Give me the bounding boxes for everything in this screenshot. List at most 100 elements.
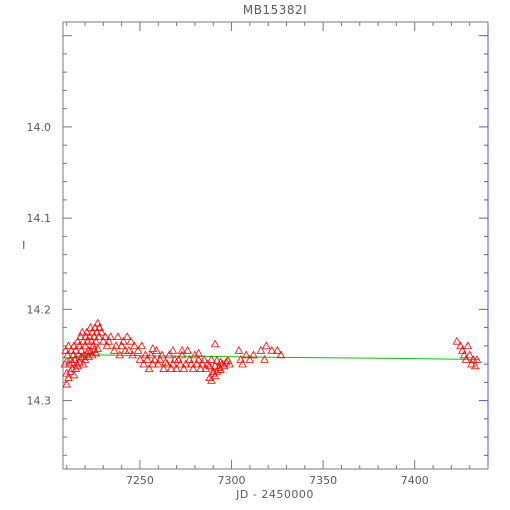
data-point-triangle: [164, 350, 174, 359]
data-point-triangle: [205, 361, 214, 370]
data-point-triangle: [194, 355, 203, 363]
data-point-triangle: [175, 359, 185, 368]
data-point-triangle: [77, 352, 86, 361]
data-point-triangle: [126, 336, 136, 345]
data-point-triangle: [188, 364, 198, 372]
data-point-triangle: [88, 341, 98, 350]
data-point-triangle: [86, 323, 95, 331]
data-point-triangle: [78, 336, 88, 345]
data-point-triangle: [183, 345, 192, 354]
data-point-triangle: [260, 355, 269, 363]
data-point-triangle: [111, 341, 121, 350]
data-point-triangle: [84, 352, 93, 361]
data-point-triangle: [152, 345, 161, 354]
data-point-triangle: [64, 341, 73, 350]
data-point-triangle: [77, 327, 87, 336]
data-point-triangle: [472, 355, 482, 363]
data-point-triangle: [150, 355, 159, 363]
data-point-triangle: [90, 323, 100, 331]
x-tick-label: 7350: [309, 474, 337, 487]
data-point-triangle: [137, 341, 147, 350]
data-point-triangle: [221, 357, 231, 366]
data-point-triangle: [459, 350, 469, 359]
data-point-triangle: [218, 359, 227, 368]
data-point-triangle: [203, 359, 212, 368]
data-point-triangle: [100, 332, 110, 341]
data-point-triangle: [67, 357, 77, 366]
data-point-triangle: [80, 355, 90, 363]
data-point-triangle: [93, 318, 103, 327]
data-point-triangle: [179, 364, 189, 372]
data-point-triangle: [461, 355, 471, 363]
data-point-triangle: [146, 350, 156, 359]
x-tick-label: 7300: [218, 474, 246, 487]
data-point-triangle: [241, 350, 251, 359]
data-point-triangle: [133, 345, 143, 354]
data-point-triangle: [115, 350, 125, 359]
data-point-triangle: [458, 345, 467, 354]
data-point-triangle: [80, 341, 90, 350]
chart-title: MB15382I: [243, 3, 307, 17]
data-point-triangle: [65, 359, 74, 368]
data-point-triangle: [196, 364, 205, 372]
data-point-triangle: [238, 359, 247, 368]
y-tick-label: 14.2: [27, 303, 52, 316]
data-point-triangle: [113, 332, 123, 341]
data-point-triangle: [75, 341, 84, 350]
data-point-triangle: [194, 348, 203, 357]
data-point-triangle: [267, 345, 277, 354]
data-point-triangle: [144, 364, 154, 372]
data-point-triangle: [92, 327, 102, 336]
data-point-triangle: [234, 345, 244, 354]
data-point-triangle: [166, 364, 176, 372]
y-tick-label: 14.1: [27, 212, 52, 225]
data-point-triangle: [66, 345, 76, 354]
data-point-triangle: [62, 379, 71, 388]
data-point-triangle: [190, 350, 200, 359]
data-point-triangle: [210, 371, 220, 380]
data-point-triangle: [192, 359, 202, 368]
data-point-triangle: [225, 359, 234, 368]
x-axis-label: JD - 2450000: [235, 488, 314, 501]
x-tick-labels: 7250 7300 7350 7400: [126, 474, 429, 487]
data-point-triangle: [73, 336, 82, 345]
data-point-triangle: [71, 345, 81, 354]
data-point-triangle: [62, 368, 71, 377]
data-point-triangle: [207, 376, 216, 384]
data-point-triangle: [110, 345, 119, 354]
data-point-triangle: [93, 344, 103, 352]
x-tick-label: 7250: [126, 474, 154, 487]
data-point-triangle: [76, 332, 85, 341]
data-point-triangle: [185, 355, 194, 363]
data-point-triangle: [104, 336, 114, 345]
data-point-triangle: [463, 341, 473, 350]
data-point-triangle: [91, 336, 101, 345]
data-point-triangle: [273, 345, 282, 354]
axis-ticks: [63, 22, 489, 469]
x-tick-label: 7400: [401, 474, 429, 487]
data-point-triangle: [135, 355, 145, 363]
data-point-triangle: [73, 361, 82, 370]
data-point-triangle: [141, 350, 150, 359]
data-point-triangle: [102, 341, 112, 350]
plot-frame: [62, 21, 489, 470]
data-point-triangle: [69, 370, 79, 379]
data-point-triangle: [139, 359, 148, 368]
data-point-triangle: [467, 359, 476, 368]
data-point-triangle: [249, 350, 258, 359]
data-point-triangle: [88, 350, 97, 359]
y-axis-label: I: [22, 239, 26, 252]
data-point-triangle: [82, 327, 92, 336]
data-point-triangle: [212, 356, 222, 364]
data-point-triangle: [197, 359, 207, 368]
data-point-triangle: [245, 355, 255, 363]
data-point-triangle: [163, 359, 172, 368]
data-point-triangle: [157, 350, 167, 359]
data-point-triangle: [276, 350, 286, 359]
observations: [60, 318, 482, 388]
data-point-triangle: [465, 350, 474, 359]
data-point-triangle: [210, 339, 220, 348]
data-point-triangle: [177, 350, 187, 359]
data-point-triangle: [85, 332, 94, 341]
